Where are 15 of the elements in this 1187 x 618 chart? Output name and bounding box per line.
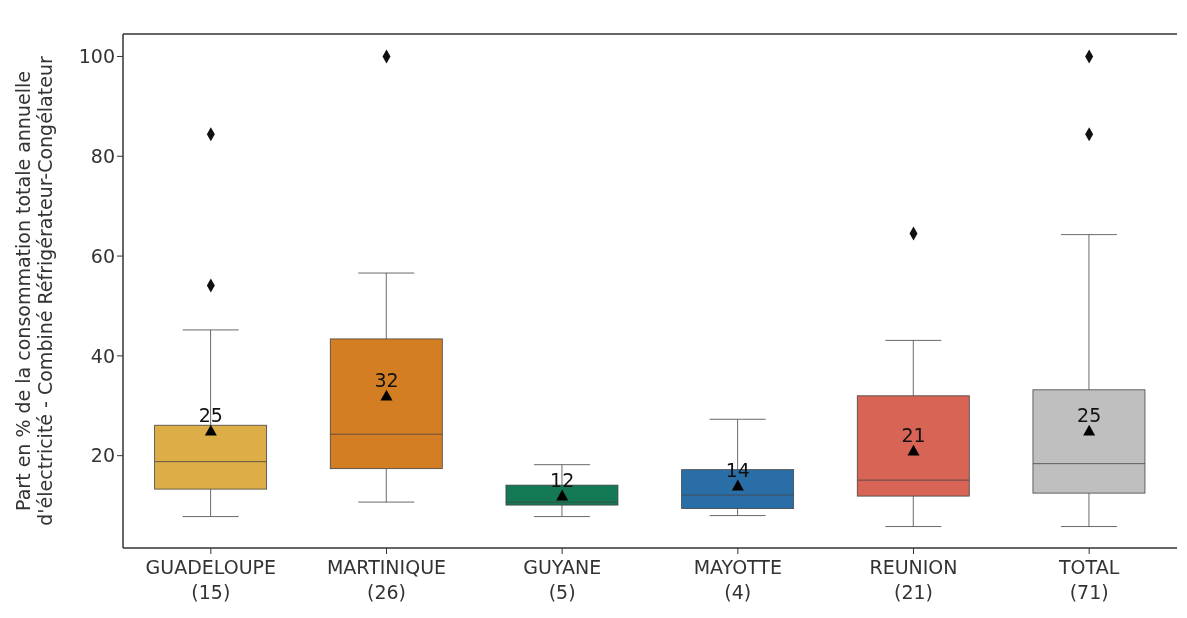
x-tick-label: GUYANE (5) bbox=[523, 556, 602, 603]
y-tick-label: 80 bbox=[90, 145, 115, 168]
x-tick-label: REUNION (21) bbox=[869, 556, 958, 603]
x-tick-label: GUADELOUPE (15) bbox=[145, 556, 277, 603]
x-tick-label: TOTAL (71) bbox=[1058, 556, 1120, 603]
x-tick-label: MAYOTTE (4) bbox=[693, 556, 782, 603]
y-axis-title: Part en % de la consommation totale annuelle d'électricité - Combiné Réfrigérateur-Congélateur bbox=[12, 56, 56, 526]
text: 32 bbox=[374, 369, 399, 392]
y-tick-label: 40 bbox=[90, 344, 115, 367]
text: 25 bbox=[1077, 404, 1102, 427]
text: 21 bbox=[901, 424, 926, 447]
y-tick-label: 20 bbox=[90, 444, 115, 467]
y-tick-label: 100 bbox=[78, 45, 115, 68]
y-tick-label: 60 bbox=[90, 244, 115, 267]
x-tick-label: MARTINIQUE (26) bbox=[326, 556, 447, 603]
